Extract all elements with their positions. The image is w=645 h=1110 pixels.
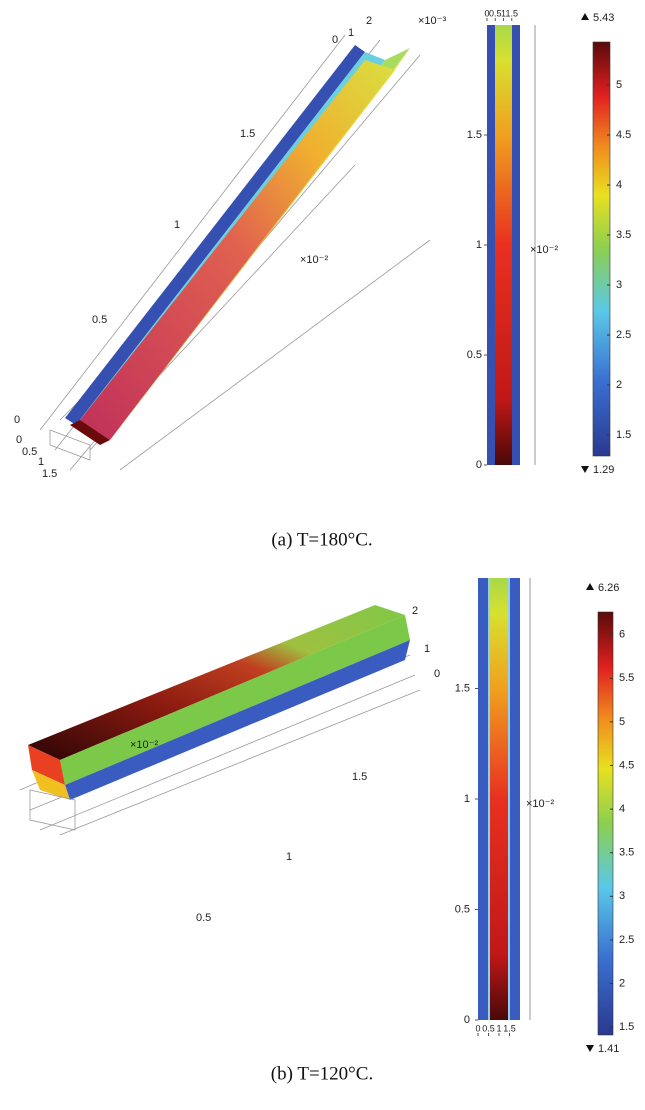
axis-label: 0.5 (92, 314, 107, 326)
axis-label: 0 (16, 434, 22, 446)
axis-label: 1.5 (42, 468, 57, 480)
view2d-a (487, 25, 536, 465)
colorbar-tick-label: 4.5 (619, 759, 634, 771)
axis-label: 0.5 (196, 912, 211, 924)
colorbar-tick-label: 6 (619, 629, 625, 641)
max-marker (581, 13, 589, 20)
x-tick-label: 0 (475, 1023, 480, 1033)
colorbar (597, 611, 614, 1036)
axis-multiplier: ×10⁻³ (418, 15, 446, 27)
axis-label: 1 (424, 643, 430, 655)
caption: (a) T=180°C. (271, 529, 372, 550)
colorbar-tick-label: 4 (616, 179, 622, 191)
axis-multiplier: ×10⁻² (130, 739, 158, 751)
x-tick-label: 0.5 (489, 8, 502, 18)
colorbar-tick-label: 4 (619, 803, 625, 815)
colorbar-tick-label: 4.5 (616, 129, 631, 141)
y-tick-label: 0 (464, 1014, 470, 1026)
colorbar-tick-label: 1.5 (619, 1021, 634, 1033)
axis-label: 0 (332, 34, 338, 46)
axis-label: 1 (174, 219, 180, 231)
colorbar-tick-label: 3 (616, 279, 622, 291)
y-tick-label: 0.5 (455, 903, 470, 915)
colorbar-tick-label: 5 (619, 716, 625, 728)
axis-label: 1 (38, 456, 44, 468)
x-tick-label: 1.5 (505, 8, 518, 18)
colorbar-tick-label: 3 (619, 890, 625, 902)
axis-label: 0 (14, 414, 20, 426)
colorbar-tick-label: 2 (616, 379, 622, 391)
view3d-b (19, 605, 421, 836)
max-marker (586, 583, 594, 590)
axis-multiplier: ×10⁻² (300, 254, 328, 266)
colorbar-tick-label: 5.5 (619, 672, 634, 684)
axis-label: 0 (434, 668, 440, 680)
y-tick-label: 1.5 (455, 682, 470, 694)
colorbar-min: 1.29 (593, 464, 614, 476)
colorbar-max: 6.26 (598, 582, 619, 594)
x-tick-label: 1 (496, 1023, 501, 1033)
colorbar-max: 5.43 (593, 12, 614, 24)
axis-label: 2 (366, 15, 372, 27)
colorbar-min: 1.41 (598, 1043, 619, 1055)
x-tick-label: 0.5 (482, 1023, 495, 1033)
x-tick-label: 1 (501, 8, 506, 18)
caption: (b) T=120°C. (271, 1063, 373, 1084)
min-marker (581, 466, 589, 473)
y-tick-label: 1 (476, 239, 482, 251)
axis-label: 0.5 (22, 446, 37, 458)
axis-label: 1.5 (240, 128, 255, 140)
colorbar-tick-label: 3.5 (616, 229, 631, 241)
axis-label: 1 (286, 851, 292, 863)
view2d-b (478, 578, 531, 1020)
y-tick-label: 0 (476, 459, 482, 471)
y-tick-label: 0.5 (467, 349, 482, 361)
colorbar-tick-label: 2.5 (619, 934, 634, 946)
colorbar-tick-label: 2.5 (616, 329, 631, 341)
axis-multiplier: ×10⁻² (530, 244, 558, 256)
axis-multiplier: ×10⁻² (526, 798, 554, 810)
x-tick-label: 1.5 (503, 1023, 516, 1033)
view3d-a (39, 34, 431, 471)
y-tick-label: 1.5 (467, 129, 482, 141)
axis-label: 1 (348, 27, 354, 39)
colorbar (592, 41, 611, 457)
min-marker (586, 1045, 594, 1052)
x-tick-label: 0 (484, 8, 489, 18)
axis-label: 2 (412, 605, 418, 617)
colorbar-tick-label: 5 (616, 79, 622, 91)
colorbar-tick-label: 2 (619, 977, 625, 989)
y-tick-label: 1 (464, 793, 470, 805)
colorbar-tick-label: 3.5 (619, 847, 634, 859)
colorbar-tick-label: 1.5 (616, 429, 631, 441)
axis-label: 1.5 (352, 771, 367, 783)
